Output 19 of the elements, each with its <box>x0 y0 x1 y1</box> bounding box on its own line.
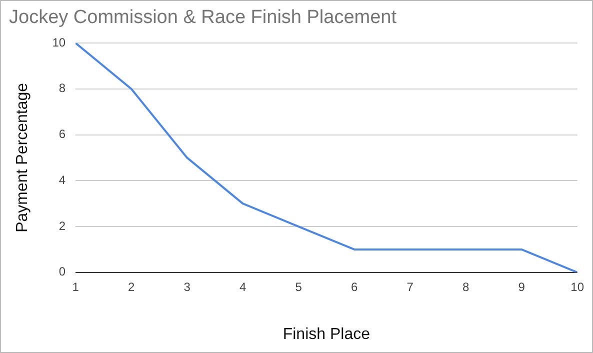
x-tick-label: 8 <box>462 280 470 294</box>
x-tick-label: 10 <box>570 280 584 294</box>
x-tick-label: 3 <box>184 280 191 294</box>
y-axis-title: Payment Percentage <box>14 82 32 232</box>
x-tick-label: 9 <box>518 280 526 294</box>
y-tick-label: 2 <box>58 218 66 233</box>
x-tick-label: 5 <box>295 280 302 294</box>
y-tick-label: 10 <box>52 35 66 50</box>
x-axis-title: Finish Place <box>282 326 370 343</box>
x-tick-label: 7 <box>406 280 414 294</box>
y-tick-label: 4 <box>58 172 66 187</box>
x-tick-label: 6 <box>350 280 358 294</box>
y-tick-label: 6 <box>58 127 66 142</box>
y-tick-label: 0 <box>58 264 66 279</box>
x-tick-label: 2 <box>128 280 135 294</box>
x-tick-label: 1 <box>72 280 80 294</box>
y-tick-label: 8 <box>58 81 66 96</box>
x-tick-label: 4 <box>239 280 246 294</box>
chart-title: Jockey Commission & Race Finish Placement <box>9 7 397 29</box>
